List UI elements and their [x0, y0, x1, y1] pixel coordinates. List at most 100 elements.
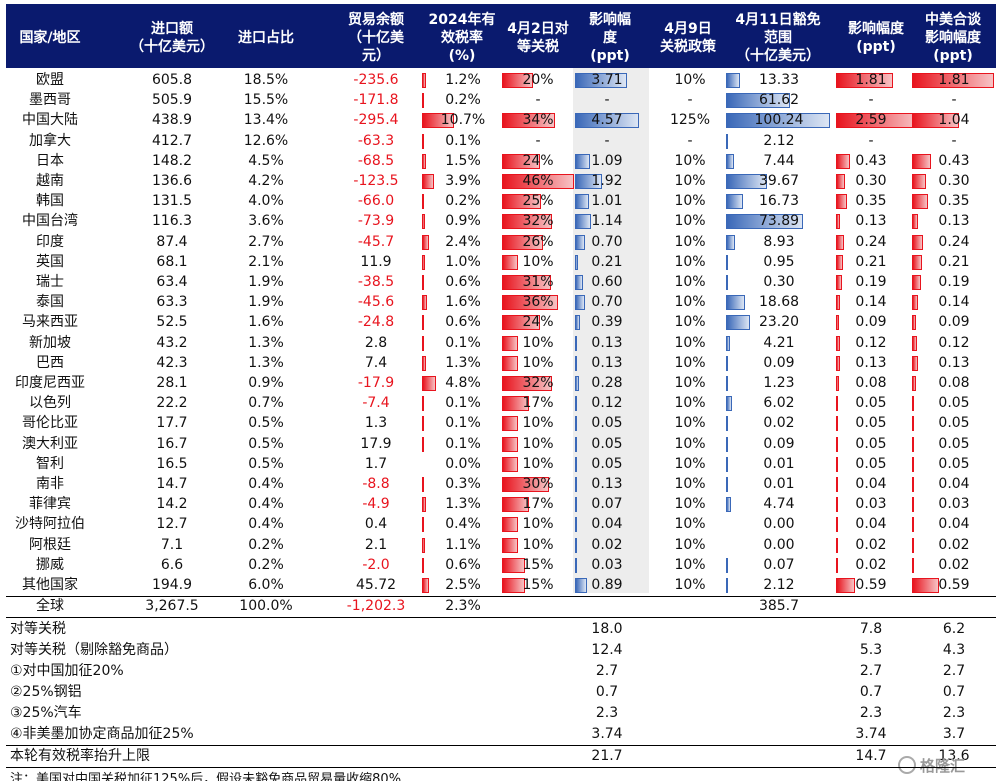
impact-bar	[575, 153, 591, 169]
import-share: 0.5%	[248, 415, 284, 432]
summary-label: 对等关税（剔除豁免商品）	[10, 642, 178, 659]
apr2-tariff: 10%	[522, 455, 554, 472]
impact3-ppt: 0.05	[938, 455, 970, 472]
impact2-ppt: 0.14	[855, 294, 887, 311]
header-cell: 中美合谈 影响幅度 (ppt)	[925, 12, 981, 64]
trade-balance: 17.9	[360, 435, 392, 452]
impact2-ppt: -	[868, 132, 874, 149]
effective-rate: 2.5%	[445, 577, 481, 593]
country-name: 挪威	[36, 556, 64, 573]
exemption-value: 0.01	[763, 455, 795, 472]
summary-label: ④非美墨加协定商品加征25%	[10, 726, 194, 743]
country-name: 欧盟	[36, 72, 64, 88]
impact-bar	[575, 396, 577, 412]
import-value: 17.7	[156, 415, 188, 432]
table-row: 加拿大 412.7 12.6% -63.3 0.1% - - - 2.12 - -	[6, 131, 996, 151]
effective-rate: 1.0%	[445, 253, 481, 270]
trade-balance: -4.9	[362, 496, 390, 513]
impact-ppt: 1.92	[591, 173, 623, 189]
exemption-bar	[726, 456, 728, 472]
impact-bar	[575, 456, 577, 472]
table-row: 日本 148.2 4.5% -68.5 1.5% 24% 1.09 10% 7.44 0.43 0.…	[6, 151, 996, 171]
import-value: 87.4	[156, 233, 188, 250]
impact3-ppt: 0.05	[938, 435, 970, 452]
exemption-bar	[726, 214, 803, 230]
trade-balance: -2.0	[362, 556, 390, 573]
summary-impact3: 4.3	[942, 642, 966, 659]
exemption-value: 61.62	[758, 92, 800, 109]
exemption-bar	[726, 113, 830, 129]
import-value: 412.7	[151, 132, 193, 149]
trade-balance: 1.7	[364, 455, 388, 472]
exemption-value: 0.02	[763, 415, 795, 432]
apr2-bar	[502, 396, 529, 412]
exemption-value: 18.68	[758, 294, 800, 311]
import-share: 13.4%	[243, 112, 289, 129]
exemption-bar	[726, 93, 790, 109]
summary-impact: 21.7	[591, 748, 623, 765]
summary-row: ④非美墨加协定商品加征25% 3.74 3.74 3.7	[6, 724, 996, 745]
summary-impact: 18.0	[591, 621, 623, 638]
apr9-policy: 10%	[674, 233, 706, 250]
trade-balance: -295.4	[353, 112, 399, 129]
country-name: 巴西	[36, 354, 64, 371]
apr2-tariff: 10%	[522, 334, 554, 351]
impact3-ppt: 0.02	[938, 536, 970, 553]
impact3-bar	[912, 295, 919, 311]
apr9-policy: 10%	[674, 476, 706, 492]
apr2-tariff: 10%	[522, 253, 554, 270]
impact2-bar	[836, 214, 841, 230]
table-row: 巴西 42.3 1.3% 7.4 1.3% 10% 0.13 10% 0.09 0.13 0.13	[6, 353, 996, 373]
impact-ppt: 0.03	[591, 556, 623, 573]
impact3-ppt: 0.43	[938, 152, 970, 169]
exemption-value: 0.07	[763, 556, 795, 573]
table-row: 韩国 131.5 4.0% -66.0 0.2% 25% 1.01 10% 16.73 0.35 0…	[6, 191, 996, 211]
impact-ppt: 0.02	[591, 536, 623, 553]
impact2-bar	[836, 295, 841, 311]
country-name: 墨西哥	[29, 92, 71, 109]
import-share: 0.9%	[248, 375, 284, 391]
apr2-tariff: 15%	[522, 577, 554, 593]
exemption-value: 73.89	[758, 213, 800, 230]
exemption-bar	[726, 275, 728, 290]
watermark-text: 格隆汇	[920, 756, 966, 775]
impact3-ppt: 1.04	[938, 112, 970, 129]
import-value: 43.2	[156, 334, 188, 351]
table-header: 国家/地区 进口额 （十亿美元） 进口占比 贸易余额 （十亿美 元） 2024年有 效税…	[6, 4, 996, 68]
summary-impact: 12.4	[591, 642, 623, 659]
rate-bar	[422, 537, 426, 553]
impact3-bar	[912, 194, 928, 210]
import-value: 63.4	[156, 274, 188, 290]
trade-balance: 7.4	[364, 354, 388, 371]
trade-balance: -63.3	[357, 132, 395, 149]
table-row: 欧盟 605.8 18.5% -235.6 1.2% 20% 3.71 10% 13.33 1.8…	[6, 70, 996, 90]
apr2-tariff: 10%	[522, 536, 554, 553]
apr2-tariff: 10%	[522, 354, 554, 371]
impact2-ppt: 0.21	[855, 253, 887, 270]
impact-bar	[575, 73, 627, 88]
summary-impact: 2.7	[595, 663, 619, 680]
apr9-policy: 10%	[674, 375, 706, 391]
summary-row: ②25%钢铝 0.7 0.7 0.7	[6, 682, 996, 703]
rate-bar	[422, 214, 425, 230]
divider	[6, 617, 996, 619]
trade-balance: -7.4	[362, 395, 390, 412]
global-rate: 2.3%	[445, 598, 481, 615]
header-cell: 4月9日 关税政策	[660, 21, 716, 55]
apr2-bar	[502, 153, 540, 169]
impact2-ppt: 0.13	[855, 213, 887, 230]
exemption-bar	[726, 315, 751, 331]
impact2-bar	[836, 537, 838, 553]
apr2-bar	[502, 537, 518, 553]
apr2-tariff: 24%	[522, 314, 554, 331]
rate-bar	[422, 477, 424, 492]
impact2-ppt: 0.08	[855, 375, 887, 391]
impact-bar	[575, 497, 577, 513]
country-name: 澳大利亚	[22, 435, 78, 452]
import-value: 12.7	[156, 516, 188, 533]
impact3-bar	[912, 477, 914, 492]
summary-impact3: 2.3	[942, 705, 966, 722]
import-value: 116.3	[151, 213, 193, 230]
import-share: 0.4%	[248, 476, 284, 492]
table-row: 其他国家 194.9 6.0% 45.72 2.5% 15% 0.89 10% 2.12 0.59…	[6, 575, 996, 595]
